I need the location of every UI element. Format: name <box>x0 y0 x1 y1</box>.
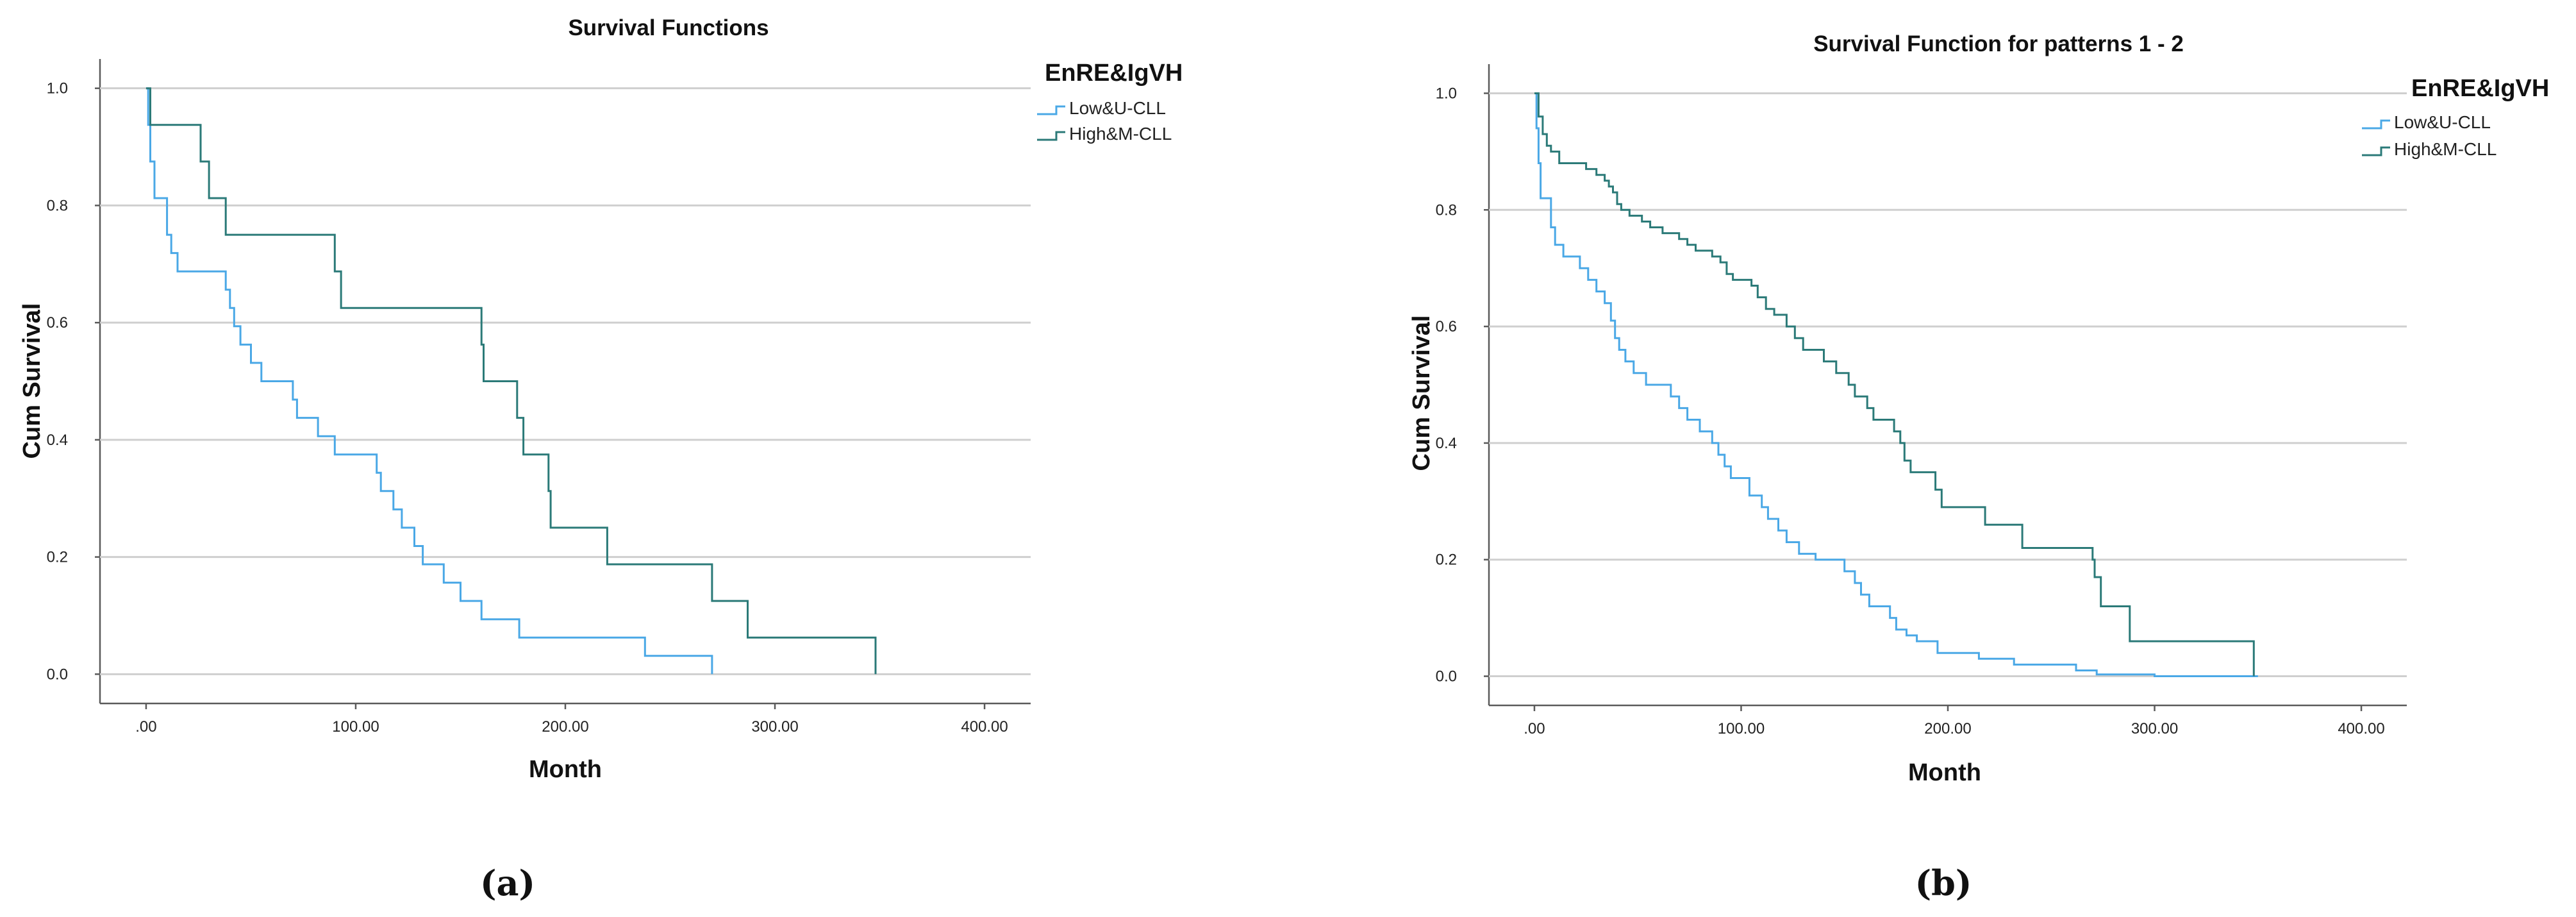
y-axis-label: Cum Survival <box>19 303 46 459</box>
y-tick-label: 0.4 <box>1436 435 1457 452</box>
legend-label: Low&U-CLL <box>2394 112 2491 132</box>
x-tick-label: 200.00 <box>1924 720 1971 737</box>
x-tick-label: 100.00 <box>1718 720 1765 737</box>
y-tick-label: 0.2 <box>47 549 68 566</box>
x-tick-label: 400.00 <box>961 718 1008 736</box>
legend-label: High&M-CLL <box>2394 139 2497 159</box>
y-tick-label: 0.6 <box>47 314 68 332</box>
x-tick-label: 100.00 <box>332 718 379 736</box>
series-line-high-m-cll <box>1534 92 2255 677</box>
series-line-low-u-cll <box>1534 92 2258 677</box>
x-tick-label: 300.00 <box>751 718 798 736</box>
legend-title: EnRE&IgVH <box>2411 75 2549 102</box>
legend-swatch <box>1037 105 1065 115</box>
y-tick-label: 0.6 <box>1436 318 1457 335</box>
x-tick-label: 200.00 <box>542 718 588 736</box>
x-tick-label: .00 <box>135 718 156 736</box>
chart-title: Survival Functions <box>568 15 769 40</box>
y-tick-label: 0.2 <box>1436 551 1457 569</box>
legend: EnRE&IgVH Low&U-CLL High&M-CLL <box>1037 60 1183 144</box>
panel-label: (a) <box>480 862 535 904</box>
x-axis-label: Month <box>529 756 602 783</box>
legend: EnRE&IgVH Low&U-CLL High&M-CLL <box>2362 75 2549 159</box>
legend-title: EnRE&IgVH <box>1045 60 1183 87</box>
y-tick-label: 0.4 <box>47 432 68 449</box>
legend-swatch <box>1037 131 1065 141</box>
series-line-low-u-cll <box>145 87 713 675</box>
y-tick-label: 0.8 <box>47 197 68 214</box>
y-tick-label: 1.0 <box>47 80 68 97</box>
legend-swatch <box>2362 146 2390 156</box>
series-line-high-m-cll <box>145 87 877 675</box>
panel-label: (b) <box>1915 862 1972 904</box>
panel-a: Survival Functions 0.0 0.2 0.4 0.6 0.8 1.0 .0… <box>19 15 1183 904</box>
legend-label: High&M-CLL <box>1069 124 1172 144</box>
panel-b: Survival Function for patterns 1 - 2 0.0… <box>1408 31 2549 904</box>
legend-swatch <box>2362 119 2390 130</box>
y-tick-label: 0.0 <box>47 666 68 683</box>
x-axis-label: Month <box>1908 759 1981 786</box>
y-tick-label: 0.8 <box>1436 201 1457 219</box>
x-tick-label: 300.00 <box>2131 720 2178 737</box>
x-tick-label: 400.00 <box>2338 720 2384 737</box>
y-tick-label: 0.0 <box>1436 668 1457 686</box>
y-axis-label: Cum Survival <box>1408 315 1435 471</box>
chart-title: Survival Function for patterns 1 - 2 <box>1813 31 2184 56</box>
y-tick-label: 1.0 <box>1436 85 1457 102</box>
x-tick-label: .00 <box>1524 720 1545 737</box>
legend-label: Low&U-CLL <box>1069 98 1166 118</box>
